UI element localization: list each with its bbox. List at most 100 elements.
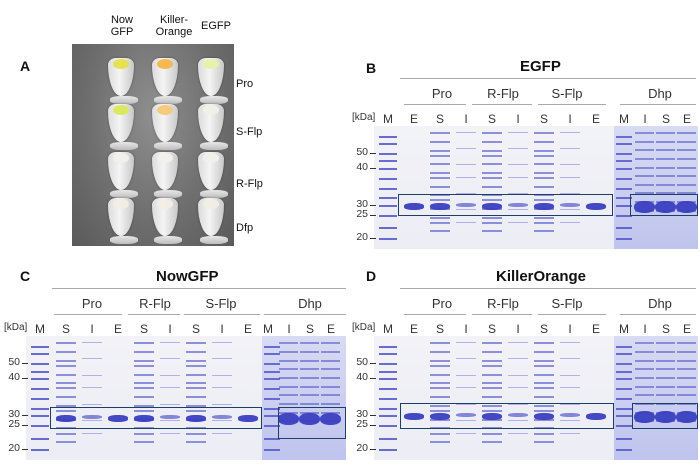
marker-label: 20 [356, 441, 368, 454]
protein-band [508, 358, 528, 360]
protein-band [56, 409, 76, 412]
protein-band [482, 387, 502, 390]
protein-band [482, 194, 502, 197]
ladder-band [616, 370, 632, 373]
protein-band [430, 373, 450, 376]
column-label-line1: Now [110, 14, 133, 26]
lane-label: I [568, 322, 572, 336]
protein-band [430, 441, 450, 444]
protein-band [560, 403, 580, 405]
target-band [134, 415, 154, 422]
lane-label: E [409, 112, 418, 126]
ladder-band [379, 167, 397, 170]
row-label-s-flp: S-Flp [236, 126, 263, 138]
ladder-band [31, 448, 49, 451]
target-band [508, 413, 528, 417]
protein-band [279, 402, 298, 405]
protein-band [300, 350, 319, 353]
protein-band [134, 409, 154, 412]
row-label-r-flp: R-Flp [236, 178, 263, 190]
protein-band [482, 171, 502, 174]
protein-band [635, 149, 654, 152]
ladder-band [31, 378, 49, 381]
column-label-nowgfp: Now GFP [104, 14, 140, 38]
ladder-band [616, 143, 632, 146]
marker-tick [22, 363, 28, 365]
group-rule [54, 314, 122, 315]
ladder-band [616, 153, 632, 156]
protein-band [482, 154, 502, 157]
kda-unit: [kDa] [352, 112, 376, 123]
group-label-dhp: Dhp [648, 296, 672, 311]
protein-band [82, 403, 102, 405]
marker-label: 30 [356, 197, 368, 210]
ladder-band [616, 187, 632, 190]
protein-band [656, 166, 675, 169]
protein-band [82, 432, 102, 434]
ladder-band [616, 214, 632, 217]
group-label-r-flp: R-Flp [139, 296, 171, 311]
ladder-band [264, 437, 280, 440]
marker-tick [22, 425, 28, 427]
protein-band [656, 376, 675, 379]
protein-band [560, 209, 580, 211]
protein-band [56, 350, 76, 353]
protein-band [134, 373, 154, 376]
tube-cap [154, 236, 182, 244]
protein-band [82, 374, 102, 376]
protein-band [677, 192, 696, 195]
lane-label: S [191, 322, 200, 336]
protein-band [677, 132, 696, 135]
ladder-band [264, 388, 280, 391]
protein-band [656, 394, 675, 397]
panel-b-title-rule [400, 78, 696, 79]
protein-band [534, 441, 554, 444]
protein-band [456, 419, 476, 421]
protein-band [186, 396, 206, 399]
protein-band [430, 149, 450, 152]
kda-unit: [kDa] [4, 322, 28, 333]
lane-label: I [168, 322, 172, 336]
protein-band [160, 358, 180, 360]
protein-band [560, 387, 580, 389]
protein-band [677, 157, 696, 160]
protein-band [560, 164, 580, 166]
lane-label: S [435, 112, 444, 126]
ladder-band [616, 415, 632, 418]
protein-band [456, 358, 476, 360]
protein-band [456, 342, 476, 344]
ladder-band [31, 345, 49, 348]
lane-label: S [305, 322, 314, 336]
protein-band [186, 342, 206, 345]
target-band [482, 413, 502, 420]
protein-band [321, 394, 340, 397]
ladder-band [616, 363, 632, 366]
group-label-dhp: Dhp [648, 86, 672, 101]
group-label-dhp: Dhp [298, 296, 322, 311]
highlight-box [630, 194, 698, 216]
protein-band [186, 373, 206, 376]
protein-band [160, 403, 180, 405]
protein-band [279, 394, 298, 397]
tube-liquid [113, 153, 129, 163]
protein-band [482, 382, 502, 385]
ladder-band [616, 160, 632, 163]
protein-band [534, 350, 554, 353]
protein-band [212, 358, 232, 360]
lane-label: M [263, 322, 273, 336]
protein-band [186, 409, 206, 412]
target-band [586, 203, 606, 210]
lane-label: S [661, 112, 670, 126]
target-band [186, 415, 206, 422]
tube-cap [154, 190, 182, 198]
column-label-line2: Orange [155, 26, 193, 38]
ladder-band [616, 388, 632, 391]
lane-label: S [539, 322, 548, 336]
protein-band [560, 132, 580, 134]
protein-band [635, 157, 654, 160]
protein-band [508, 374, 528, 376]
group-rule [404, 104, 466, 105]
protein-band [482, 350, 502, 353]
protein-band [456, 132, 476, 134]
group-label-r-flp: R-Flp [487, 86, 519, 101]
